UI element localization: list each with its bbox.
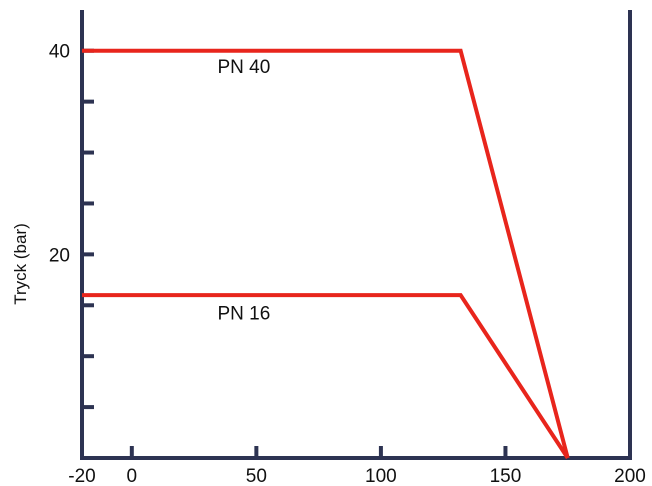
series-line-pn-16 xyxy=(82,293,570,460)
x-tick-label: 0 xyxy=(127,466,138,486)
series-label: PN 16 xyxy=(218,304,271,325)
series-label: PN 40 xyxy=(218,57,271,78)
y-tick-label: 20 xyxy=(49,245,70,266)
x-tick-label: 50 xyxy=(246,466,267,486)
x-tick-label: 100 xyxy=(365,466,397,486)
x-tick-label: 150 xyxy=(490,466,522,486)
series-line-pn-40 xyxy=(82,48,570,459)
x-tick-label: 200 xyxy=(614,466,646,486)
y-axis-title: Tryck (bar) xyxy=(11,223,30,305)
y-tick-label: 40 xyxy=(49,42,70,63)
x-tick-label: -20 xyxy=(68,466,95,486)
